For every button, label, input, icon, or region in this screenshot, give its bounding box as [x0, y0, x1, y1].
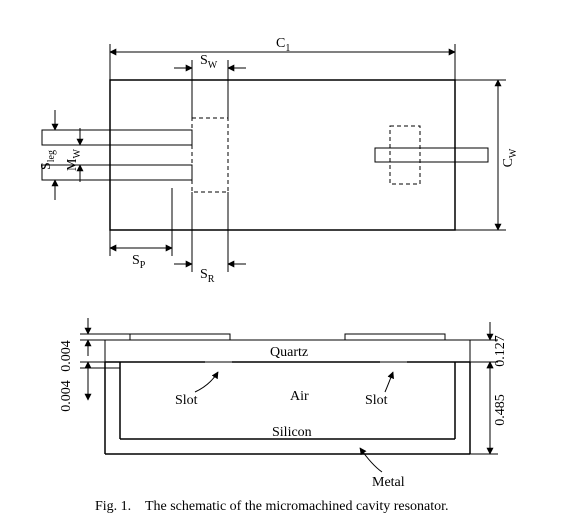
label-slot-l: Slot: [175, 393, 198, 408]
label-cw: CW: [501, 148, 519, 167]
label-metal: Metal: [372, 475, 405, 490]
label-air: Air: [290, 389, 309, 404]
label-004a: 0.004: [59, 340, 74, 372]
label-quartz: Quartz: [270, 345, 308, 360]
slot-left-dashed: [192, 118, 228, 192]
ptr-slot-l: [195, 372, 218, 392]
label-004b: 0.004: [59, 380, 74, 412]
feed-right: [375, 148, 488, 162]
microstrip-left: [130, 334, 230, 340]
label-0127: 0.127: [493, 335, 508, 367]
ptr-metal: [360, 448, 382, 472]
label-sleg: Sleg: [39, 150, 57, 170]
top-view: C1 SW Sleg MW SP SR CW: [39, 36, 519, 285]
caption: Fig. 1. The schematic of the micromachin…: [95, 499, 449, 514]
label-c1: C1: [276, 36, 290, 54]
cross-section: Quartz Air Silicon Slot Slot Metal 0.127…: [59, 318, 508, 490]
cavity-outline: [110, 80, 455, 230]
label-sr: SR: [200, 267, 215, 285]
label-slot-r: Slot: [365, 393, 388, 408]
feed-left-top: [42, 130, 192, 145]
ptr-slot-r: [385, 372, 393, 392]
label-sp: SP: [132, 253, 146, 271]
label-silicon: Silicon: [272, 425, 312, 440]
label-0485: 0.485: [493, 394, 508, 426]
label-sw: SW: [200, 53, 218, 71]
microstrip-right: [345, 334, 445, 340]
slot-right-dashed: [390, 126, 420, 184]
